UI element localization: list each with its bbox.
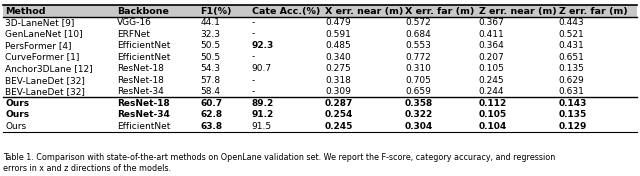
- Text: 0.705: 0.705: [405, 76, 431, 85]
- Text: 0.631: 0.631: [559, 87, 584, 96]
- Text: 0.318: 0.318: [325, 76, 351, 85]
- Text: F1(%): F1(%): [200, 7, 232, 15]
- Text: 44.1: 44.1: [200, 18, 220, 27]
- Text: 0.245: 0.245: [479, 76, 504, 85]
- Text: -: -: [252, 87, 255, 96]
- Text: ResNet-18: ResNet-18: [117, 99, 170, 108]
- Text: 0.340: 0.340: [325, 53, 351, 62]
- Text: 57.8: 57.8: [200, 76, 220, 85]
- Text: 0.485: 0.485: [325, 41, 351, 50]
- Text: 0.322: 0.322: [405, 110, 433, 119]
- Text: EfficientNet: EfficientNet: [117, 41, 170, 50]
- Text: 0.684: 0.684: [405, 30, 431, 39]
- Text: -: -: [252, 76, 255, 85]
- Text: Ours: Ours: [5, 110, 29, 119]
- Text: GenLaneNet [10]: GenLaneNet [10]: [5, 30, 83, 39]
- Text: ERFNet: ERFNet: [117, 30, 150, 39]
- Text: Table 1. Comparison with state-of-the-art methods on OpenLane validation set. We: Table 1. Comparison with state-of-the-ar…: [3, 153, 556, 172]
- Text: 0.521: 0.521: [559, 30, 584, 39]
- Text: 0.304: 0.304: [405, 122, 433, 131]
- Text: 32.3: 32.3: [200, 30, 220, 39]
- Text: Anchor3DLane [12]: Anchor3DLane [12]: [5, 64, 93, 73]
- Text: 0.591: 0.591: [325, 30, 351, 39]
- Text: PersFormer [4]: PersFormer [4]: [5, 41, 72, 50]
- Text: 0.431: 0.431: [559, 41, 584, 50]
- Text: 0.443: 0.443: [559, 18, 584, 27]
- Text: Ours: Ours: [5, 122, 26, 131]
- Text: VGG-16: VGG-16: [117, 18, 152, 27]
- Text: X err. far (m): X err. far (m): [405, 7, 474, 15]
- Text: Ours: Ours: [5, 99, 29, 108]
- Text: 0.244: 0.244: [479, 87, 504, 96]
- Text: 0.411: 0.411: [479, 30, 504, 39]
- Text: 0.479: 0.479: [325, 18, 351, 27]
- Text: 0.367: 0.367: [479, 18, 504, 27]
- Text: 63.8: 63.8: [200, 122, 223, 131]
- Text: EfficientNet: EfficientNet: [117, 122, 170, 131]
- Text: 0.207: 0.207: [479, 53, 504, 62]
- Text: 89.2: 89.2: [252, 99, 274, 108]
- Text: 60.7: 60.7: [200, 99, 223, 108]
- Text: 0.629: 0.629: [559, 76, 584, 85]
- Text: 0.358: 0.358: [405, 99, 433, 108]
- Text: -: -: [252, 18, 255, 27]
- Text: CurveFormer [1]: CurveFormer [1]: [5, 53, 79, 62]
- Text: Backbone: Backbone: [117, 7, 169, 15]
- Text: 62.8: 62.8: [200, 110, 223, 119]
- Text: 0.143: 0.143: [559, 99, 587, 108]
- Text: ResNet-34: ResNet-34: [117, 110, 170, 119]
- Text: 58.4: 58.4: [200, 87, 220, 96]
- Text: X err. near (m): X err. near (m): [325, 7, 403, 15]
- Text: 91.2: 91.2: [252, 110, 274, 119]
- Text: 0.309: 0.309: [325, 87, 351, 96]
- Text: Z err. near (m): Z err. near (m): [479, 7, 556, 15]
- Text: 90.7: 90.7: [252, 64, 271, 73]
- Text: 0.364: 0.364: [479, 41, 504, 50]
- Text: 0.135: 0.135: [559, 110, 587, 119]
- Text: 0.275: 0.275: [325, 64, 351, 73]
- Text: -: -: [252, 53, 255, 62]
- Text: ResNet-18: ResNet-18: [117, 76, 164, 85]
- Text: 50.5: 50.5: [200, 41, 220, 50]
- Text: BEV-LaneDet [32]: BEV-LaneDet [32]: [5, 87, 85, 96]
- Text: 54.3: 54.3: [200, 64, 220, 73]
- Text: 0.572: 0.572: [405, 18, 431, 27]
- Text: 0.254: 0.254: [325, 110, 353, 119]
- Text: BEV-LaneDet [32]: BEV-LaneDet [32]: [5, 76, 85, 85]
- Text: 0.772: 0.772: [405, 53, 431, 62]
- Text: -: -: [252, 30, 255, 39]
- Text: 0.245: 0.245: [325, 122, 353, 131]
- Text: 92.3: 92.3: [252, 41, 274, 50]
- Text: ResNet-18: ResNet-18: [117, 64, 164, 73]
- Text: 0.129: 0.129: [559, 122, 587, 131]
- Text: 0.659: 0.659: [405, 87, 431, 96]
- Text: 0.310: 0.310: [405, 64, 431, 73]
- Text: Z err. far (m): Z err. far (m): [559, 7, 627, 15]
- Text: 91.5: 91.5: [252, 122, 271, 131]
- Text: 0.105: 0.105: [479, 64, 504, 73]
- Text: EfficientNet: EfficientNet: [117, 53, 170, 62]
- Text: 0.104: 0.104: [479, 122, 507, 131]
- Text: 50.5: 50.5: [200, 53, 220, 62]
- Text: Method: Method: [5, 7, 45, 15]
- Text: 0.651: 0.651: [559, 53, 584, 62]
- Text: 3D-LaneNet [9]: 3D-LaneNet [9]: [5, 18, 74, 27]
- Text: 0.112: 0.112: [479, 99, 507, 108]
- Text: Cate Acc.(%): Cate Acc.(%): [252, 7, 320, 15]
- Text: 0.287: 0.287: [325, 99, 353, 108]
- FancyBboxPatch shape: [3, 5, 637, 17]
- Text: 0.553: 0.553: [405, 41, 431, 50]
- Text: 0.135: 0.135: [559, 64, 584, 73]
- Text: ResNet-34: ResNet-34: [117, 87, 164, 96]
- Text: 0.105: 0.105: [479, 110, 507, 119]
